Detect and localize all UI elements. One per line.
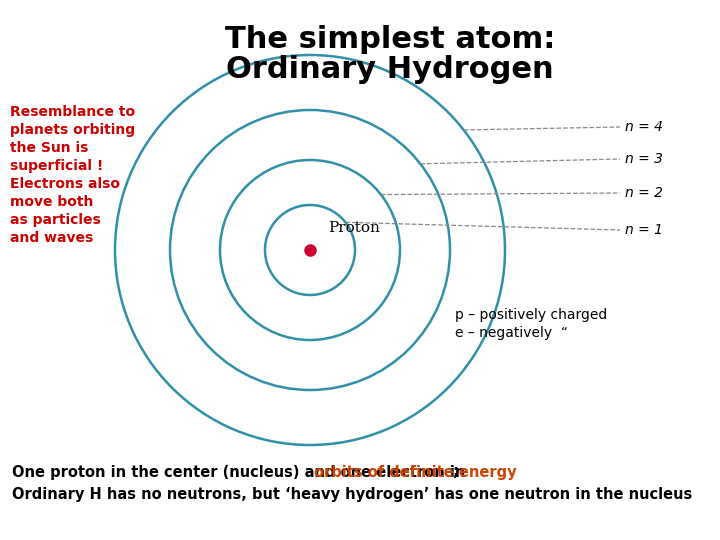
Text: Electrons also: Electrons also xyxy=(10,177,120,191)
Text: n = 2: n = 2 xyxy=(625,186,663,200)
Text: One proton in the center (nucleus) and one electron in: One proton in the center (nucleus) and o… xyxy=(12,464,470,480)
Text: as particles: as particles xyxy=(10,213,101,227)
Text: superficial !: superficial ! xyxy=(10,159,104,173)
Text: n = 1: n = 1 xyxy=(625,223,663,237)
Text: Proton: Proton xyxy=(328,221,380,235)
Text: and waves: and waves xyxy=(10,231,94,245)
Text: n = 3: n = 3 xyxy=(625,152,663,166)
Text: the Sun is: the Sun is xyxy=(10,141,89,155)
Text: e – negatively  “: e – negatively “ xyxy=(455,326,568,340)
Text: ;: ; xyxy=(452,464,458,480)
Text: orbits of definite energy: orbits of definite energy xyxy=(315,464,517,480)
Text: p – positively charged: p – positively charged xyxy=(455,308,607,322)
Text: Ordinary Hydrogen: Ordinary Hydrogen xyxy=(226,56,554,84)
Text: planets orbiting: planets orbiting xyxy=(10,123,135,137)
Text: Ordinary H has no neutrons, but ‘heavy hydrogen’ has one neutron in the nucleus: Ordinary H has no neutrons, but ‘heavy h… xyxy=(12,488,692,503)
Text: Resemblance to: Resemblance to xyxy=(10,105,135,119)
Text: n = 4: n = 4 xyxy=(625,120,663,134)
Text: move both: move both xyxy=(10,195,94,209)
Text: The simplest atom:: The simplest atom: xyxy=(225,25,555,55)
